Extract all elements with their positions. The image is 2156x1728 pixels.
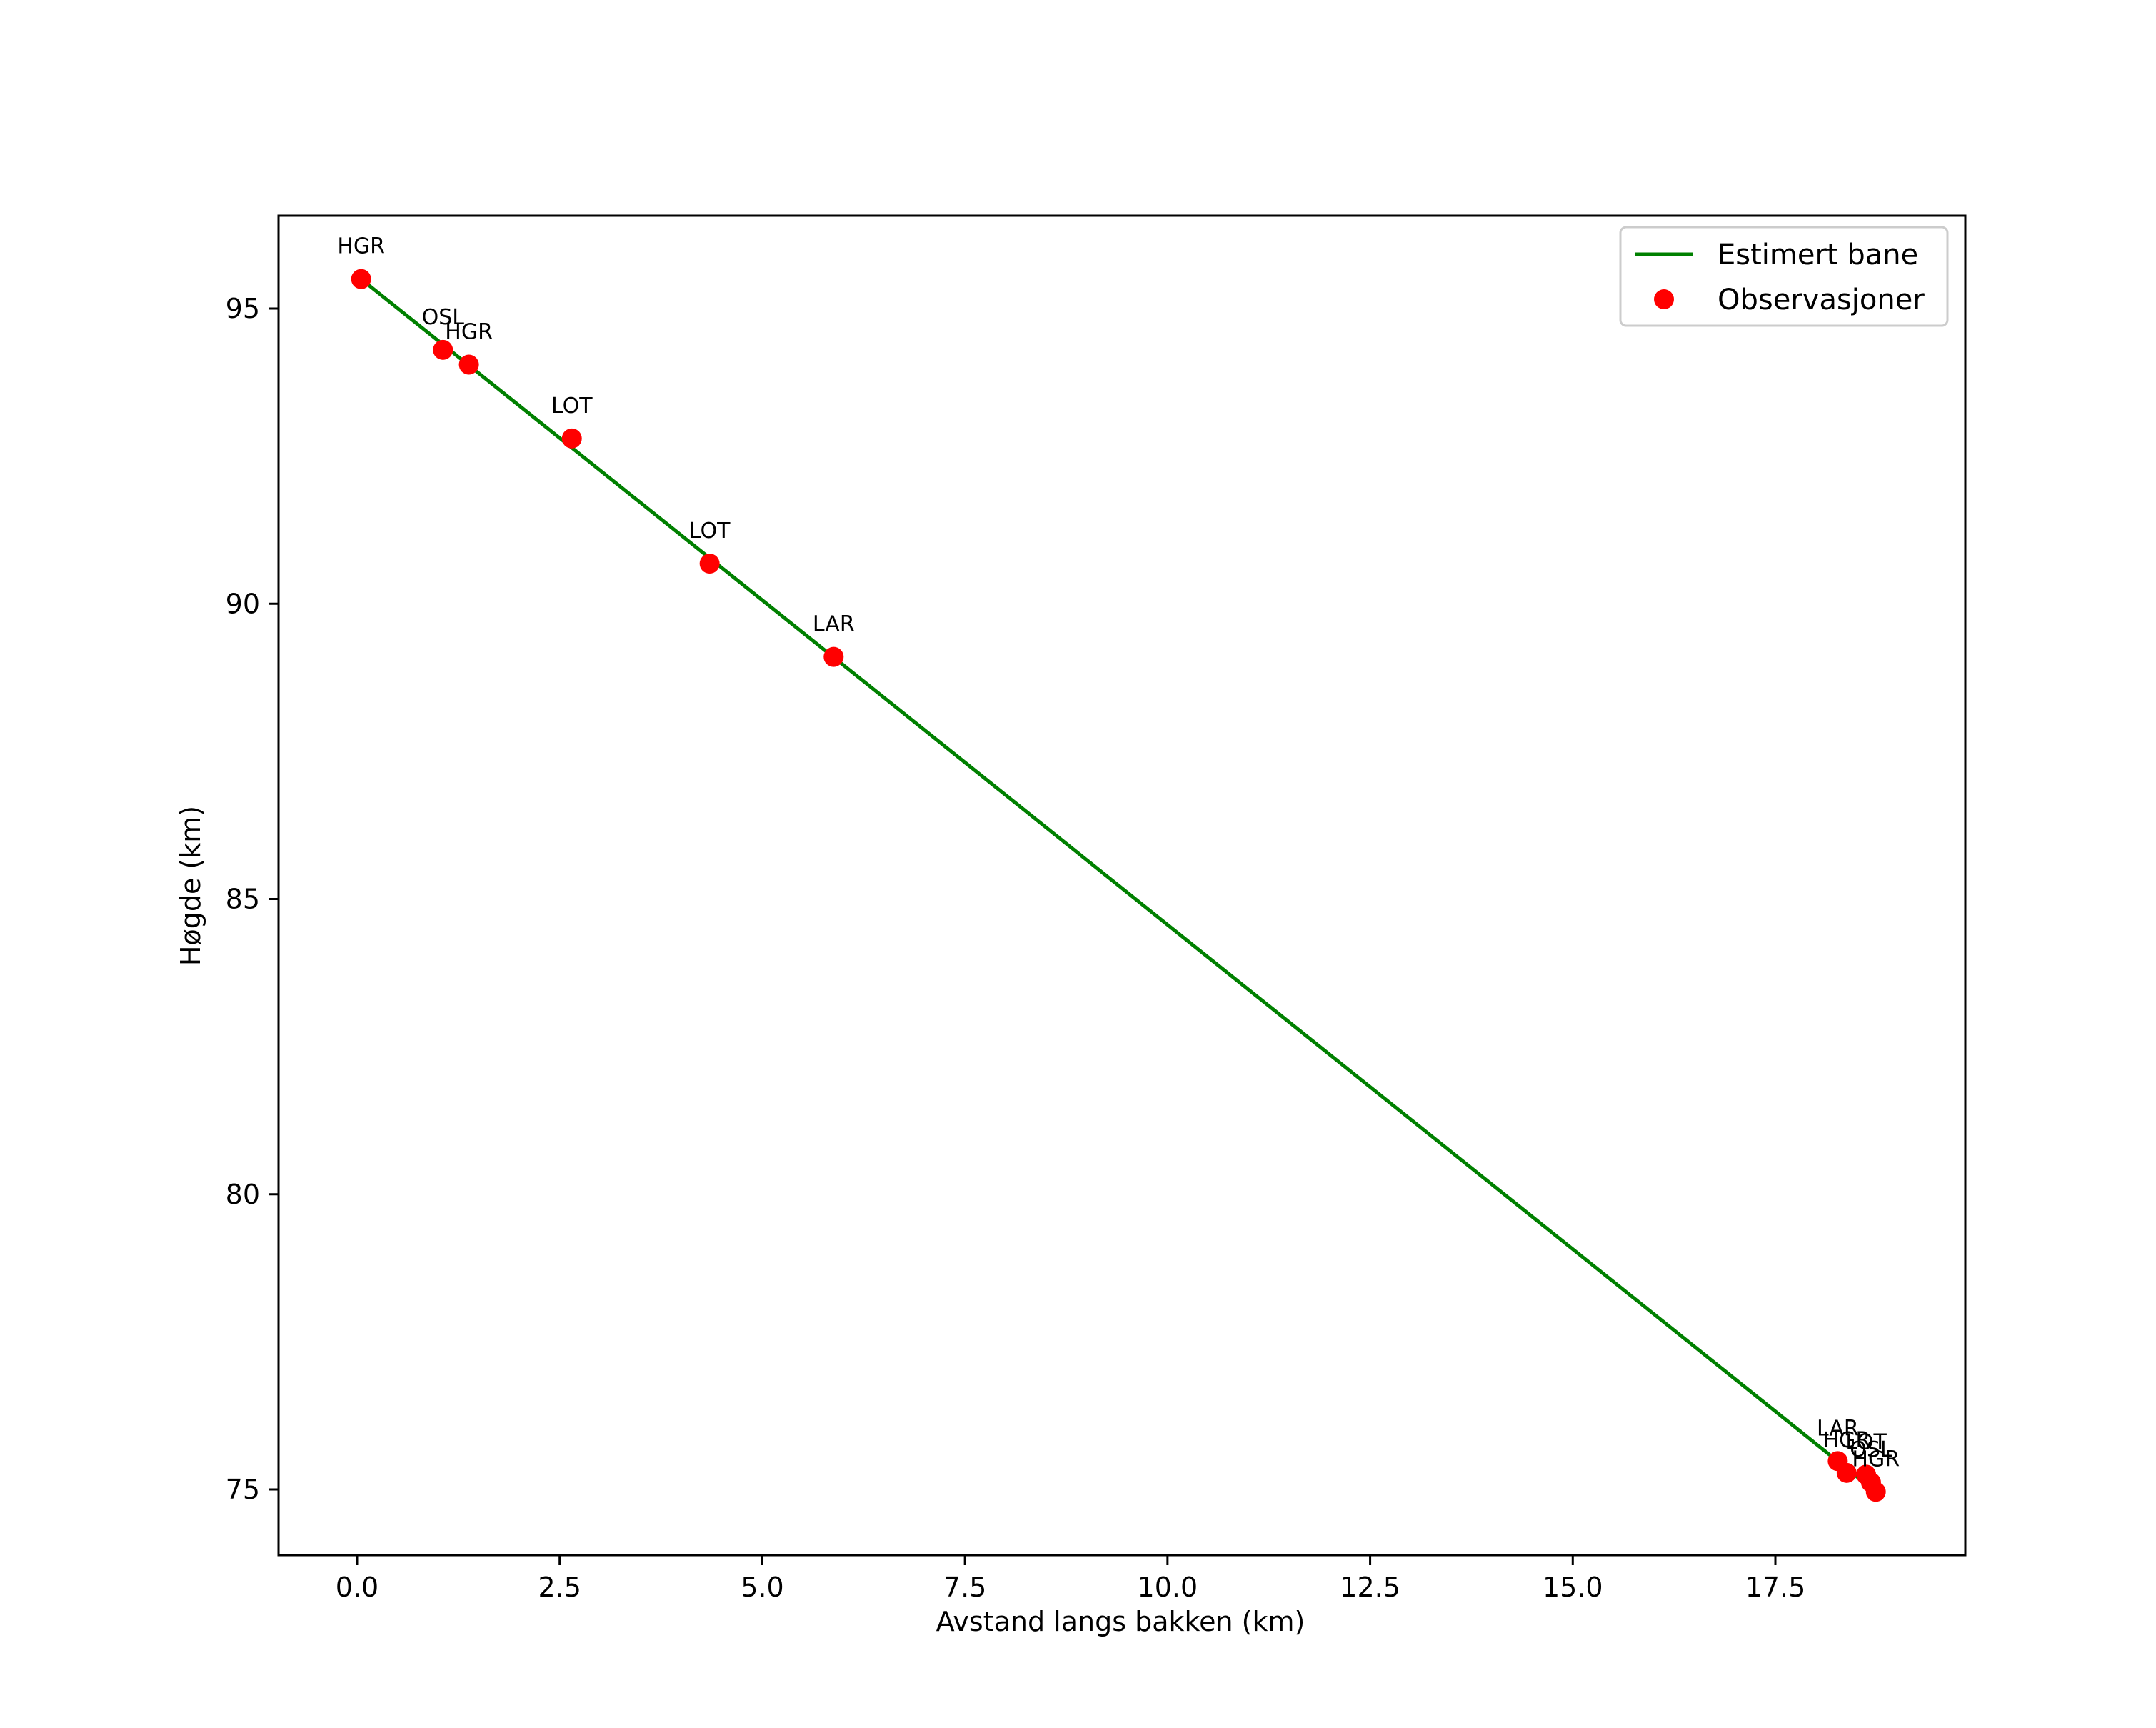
- x-tick-label: 0.0: [336, 1572, 378, 1603]
- plot-frame: [277, 214, 1967, 1557]
- observation-label: LAR: [813, 612, 855, 637]
- legend-label-estimated-path: Estimert bane: [1718, 239, 1918, 271]
- y-tick-label: 75: [226, 1474, 260, 1505]
- observation-point: [823, 646, 844, 667]
- observation-point: [1836, 1462, 1857, 1483]
- x-axis-label: Avstand langs bakken (km): [936, 1606, 1305, 1637]
- observation-point: [699, 554, 720, 574]
- observation-label: HGR: [337, 234, 385, 259]
- legend-label-observations: Observasjoner: [1718, 284, 1925, 316]
- y-tick-label: 85: [226, 884, 260, 915]
- legend-dot-icon: [1654, 289, 1674, 309]
- observation-label: LOT: [551, 394, 593, 419]
- observation-label: LAR: [1817, 1416, 1859, 1441]
- legend-frame: [1619, 226, 1949, 327]
- observation-point: [458, 354, 479, 375]
- axis-labels: Avstand langs bakken (km) Høgde (km): [175, 806, 1305, 1637]
- x-tick-label: 7.5: [943, 1572, 986, 1603]
- observation-label: HGR: [1823, 1428, 1871, 1453]
- observation-point: [433, 339, 453, 360]
- observation-point: [561, 428, 582, 449]
- observation-label: LOT: [689, 519, 731, 544]
- observation-label: LOT: [1845, 1429, 1887, 1454]
- legend: Estimert bane Observasjoner: [1619, 226, 1949, 327]
- y-tick-label: 80: [226, 1179, 260, 1210]
- x-tick-label: 17.5: [1745, 1572, 1806, 1603]
- y-tick-label: 90: [226, 588, 260, 619]
- x-tick-label: 12.5: [1340, 1572, 1400, 1603]
- x-tick-label: 10.0: [1138, 1572, 1198, 1603]
- estimated-path-line: [360, 277, 1877, 1494]
- observation-label: HGR: [1852, 1447, 1900, 1472]
- observation-label: OSL: [422, 305, 465, 330]
- y-tick-label: 95: [226, 293, 260, 324]
- observation-point: [1865, 1482, 1886, 1502]
- observation-label: HGR: [445, 320, 493, 345]
- x-tick-label: 15.0: [1543, 1572, 1603, 1603]
- observation-label: OSL: [1850, 1437, 1892, 1462]
- y-axis-label: Høgde (km): [175, 806, 206, 966]
- observation-point: [351, 269, 371, 289]
- x-tick-label: 5.0: [741, 1572, 783, 1603]
- x-tick-label: 2.5: [538, 1572, 581, 1603]
- axes: 0.0 2.5 5.0 7.5 10.0 12.5 15.0 17.5 75 80 85 90 95: [226, 214, 1967, 1603]
